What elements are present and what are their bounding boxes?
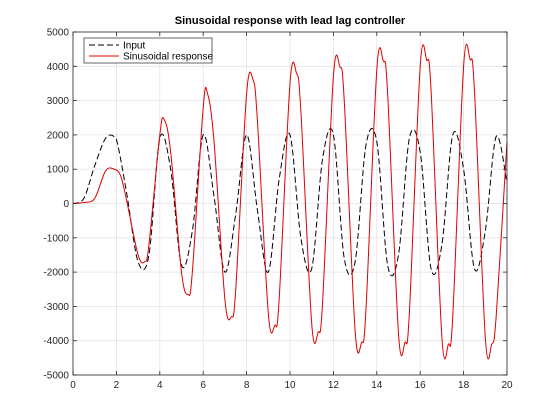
y-tick-label: 5000 <box>47 28 70 39</box>
y-tick-label: -5000 <box>43 371 69 382</box>
legend: Input Sinusoidal response <box>83 37 213 64</box>
series-line-input <box>72 127 508 277</box>
x-tick-label: 12 <box>328 380 340 391</box>
series-line-response <box>72 43 508 360</box>
y-tick-label: -1000 <box>43 233 69 244</box>
x-tick-label: 16 <box>415 380 427 391</box>
legend-label-input: Input <box>123 41 145 52</box>
y-tick-label: 0 <box>63 199 69 210</box>
x-tick-label: 8 <box>244 380 250 391</box>
y-tick-label: 3000 <box>47 96 70 107</box>
x-tick-label: 2 <box>114 380 120 391</box>
y-tick-label: -4000 <box>43 336 69 347</box>
x-tick-label: 6 <box>200 380 206 391</box>
x-tick-label: 14 <box>371 380 383 391</box>
series-layer <box>72 43 508 360</box>
x-tick-label: 18 <box>458 380 470 391</box>
y-tick-label: 2000 <box>47 130 70 141</box>
axis-ticks: 0 2 4 6 8 10 12 14 16 18 20 -5000 -4000 -3000 -2000 -10… <box>43 28 513 392</box>
y-tick-label: -2000 <box>43 268 69 279</box>
x-tick-label: 4 <box>157 380 163 391</box>
x-tick-label: 10 <box>284 380 296 391</box>
y-tick-label: 4000 <box>47 62 70 73</box>
x-tick-label: 20 <box>501 380 513 391</box>
x-tick-label: 0 <box>70 380 76 391</box>
legend-box <box>83 37 213 64</box>
chart-title: Sinusoidal response with lead lag contro… <box>175 15 406 27</box>
y-tick-label: 1000 <box>47 165 70 176</box>
y-tick-label: -3000 <box>43 302 69 313</box>
legend-label-response: Sinusoidal response <box>123 52 213 63</box>
